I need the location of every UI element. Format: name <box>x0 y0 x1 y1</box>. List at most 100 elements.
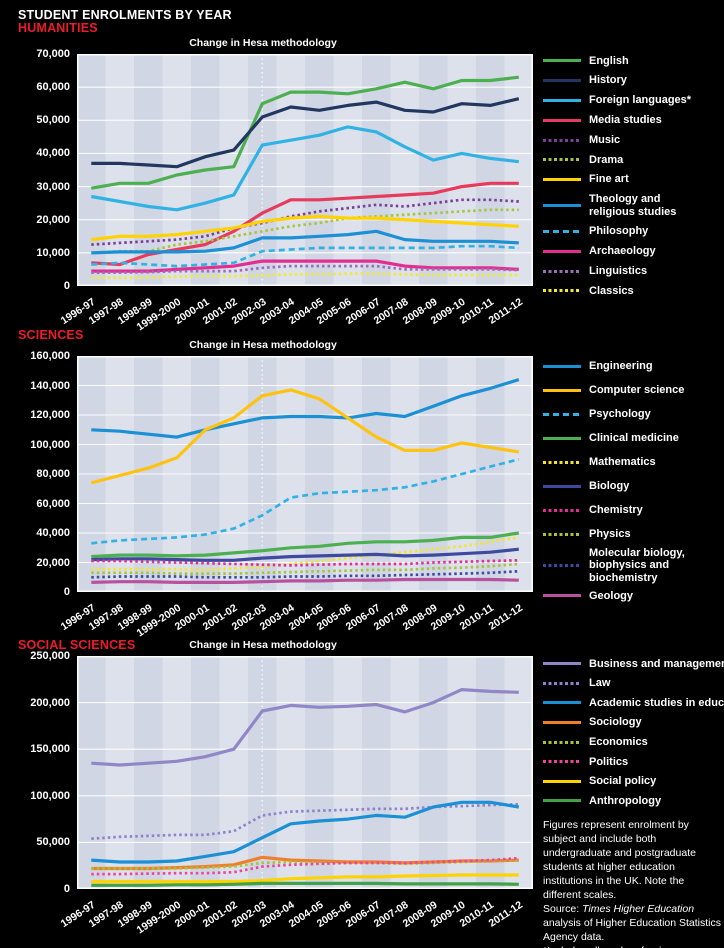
footnote-asterisk-note: *Includes all modern foreign languages, … <box>543 944 724 948</box>
legend-item: Economics <box>543 732 723 752</box>
background-band <box>105 656 135 889</box>
background-band <box>162 656 192 889</box>
legend-item-label: Geology <box>589 589 634 602</box>
legend-item-label: Fine art <box>589 173 629 186</box>
legend-item-label: English <box>589 54 629 67</box>
legend-item: History <box>543 71 723 91</box>
y-axis-sciences: 0 20,000 40,000 60,000 80,000 100,000 120,000 1… <box>0 350 70 598</box>
legend-item: Psychology <box>543 402 723 426</box>
background-band <box>362 656 391 889</box>
background-band <box>419 656 448 889</box>
series-line <box>91 457 520 545</box>
legend-item-label: Law <box>589 677 611 690</box>
series-line <box>91 125 519 212</box>
chart-plot-humanities <box>77 54 533 286</box>
legend-item: Academic studies in education <box>543 693 724 713</box>
legend-item-label: Academic studies in education <box>589 696 724 709</box>
legend-item-label: Psychology <box>589 407 651 420</box>
background-band <box>134 54 163 286</box>
legend-item: Theology and religious studies <box>543 190 723 222</box>
legend-swatch-line <box>543 158 581 162</box>
legend-item: Social policy <box>543 772 723 792</box>
background-band <box>476 54 505 286</box>
plot-border <box>77 356 533 592</box>
background-band <box>219 54 249 286</box>
legend-swatch-line <box>543 118 581 122</box>
section-header-humanities: HUMANITIES <box>18 21 98 35</box>
y-tick-label: 60,000 <box>36 497 70 510</box>
legend-swatch-line <box>543 138 581 142</box>
legend-swatch-line <box>543 509 581 513</box>
series-line <box>91 208 519 255</box>
legend-item: Molecular biology, biophysics and bioche… <box>543 547 723 584</box>
legend-item: Physics <box>543 523 723 547</box>
series-line <box>91 577 519 584</box>
background-band <box>248 54 277 286</box>
legend-swatch-line <box>543 701 581 705</box>
background-band <box>77 656 106 889</box>
legend-item-label: Chemistry <box>589 504 643 517</box>
legend-item: Music <box>543 130 723 150</box>
legend-item-label: Drama <box>589 153 624 166</box>
legend-item-label: History <box>589 74 627 87</box>
background-band <box>362 54 391 286</box>
legend-humanities: English History Foreign languages* Media st… <box>543 51 723 301</box>
section-header-sciences: SCIENCES <box>18 328 84 342</box>
footnote-source: Source: Times Higher Education analysis … <box>543 902 724 944</box>
series-line <box>91 873 519 884</box>
y-axis-humanities: 0 10,000 20,000 30,000 40,000 50,000 60,000 70,… <box>0 48 70 292</box>
series-line <box>91 800 520 864</box>
legend-swatch-line <box>543 563 581 567</box>
y-tick-label: 40,000 <box>36 147 70 160</box>
legend-item: Chemistry <box>543 499 723 523</box>
y-tick-label: 40,000 <box>36 527 70 539</box>
y-tick-label: 100,000 <box>30 438 70 451</box>
legend-swatch-line <box>543 249 581 253</box>
legend-item: Computer science <box>543 378 723 402</box>
background-band <box>333 656 363 889</box>
plot-canvas <box>77 356 533 592</box>
legend-item-label: Music <box>589 133 621 146</box>
legend-item-label: Archaeology <box>589 245 656 258</box>
y-tick-label: 30,000 <box>36 180 70 193</box>
legend-item: Anthropology <box>543 791 723 811</box>
legend-item-label: Foreign languages* <box>589 94 692 107</box>
series-line <box>91 531 520 559</box>
background-band <box>105 54 135 286</box>
legend-item-label: Molecular biology, biophysics and bioche… <box>589 546 685 584</box>
series-line <box>91 378 520 439</box>
legend-item: Law <box>543 674 723 694</box>
background-band <box>447 54 477 286</box>
y-tick-label: 250,000 <box>30 650 70 662</box>
y-tick-label: 70,000 <box>36 48 70 60</box>
legend-item-label: Mathematics <box>589 456 656 469</box>
legend-swatch-line <box>543 533 581 537</box>
legend-swatch-line <box>543 412 581 416</box>
footnote: Figures represent enrolment by subject a… <box>543 818 724 948</box>
legend-swatch-line <box>543 59 581 63</box>
legend-item-label: Biology <box>589 480 630 493</box>
legend-swatch-line <box>543 681 581 685</box>
y-tick-label: 50,000 <box>36 114 70 127</box>
y-tick-label: 160,000 <box>30 350 70 362</box>
legend-item-label: Physics <box>589 528 631 541</box>
legend-swatch-line <box>543 289 581 293</box>
legend-item-label: Politics <box>589 755 629 768</box>
legend-item: Fine art <box>543 170 723 190</box>
series-line <box>91 229 519 255</box>
legend-item-label: Economics <box>589 735 648 748</box>
legend-swatch-line <box>543 485 581 489</box>
legend-item: Mathematics <box>543 450 723 474</box>
legend-item: Geology <box>543 584 723 608</box>
legend-swatch-line <box>543 98 581 102</box>
legend-item: Archaeology <box>543 241 723 261</box>
legend-item: English <box>543 51 723 71</box>
legend-item-label: Linguistics <box>589 264 648 277</box>
background-band <box>504 54 533 286</box>
chart-plot-social-sciences <box>77 656 533 889</box>
background-band <box>305 656 334 889</box>
legend-item: Biology <box>543 474 723 498</box>
legend-item-label: Clinical medicine <box>589 432 679 445</box>
plot-border <box>77 54 533 286</box>
series-line <box>90 388 520 485</box>
